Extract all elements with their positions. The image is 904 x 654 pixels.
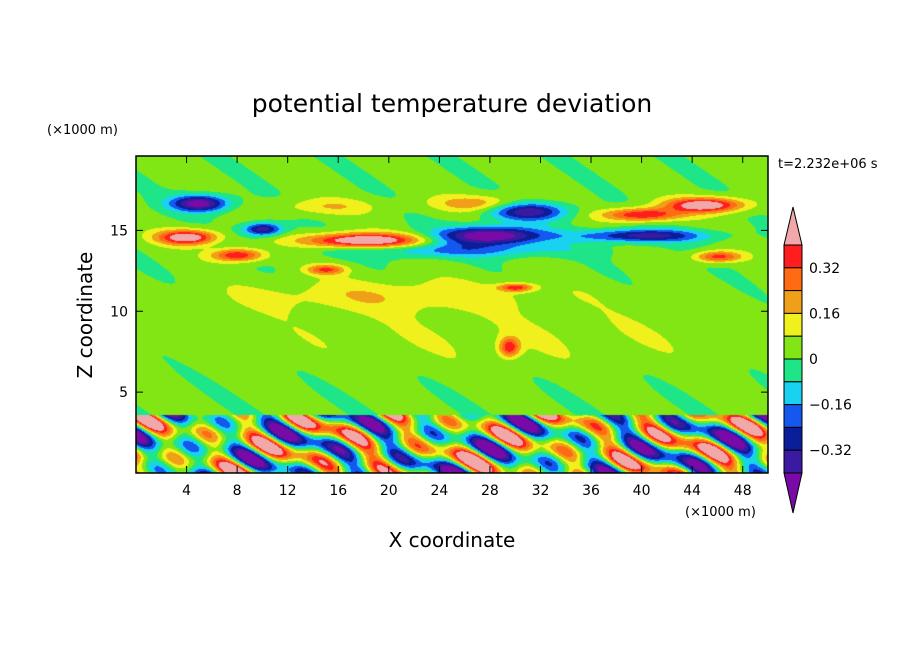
plot-frame [135,155,769,474]
chart-title: potential temperature deviation [252,89,652,118]
colorbar-swatch [783,290,803,314]
x-tick-label: 8 [233,483,242,499]
colorbar-swatch [783,312,803,337]
colorbar-label: −0.16 [809,398,852,414]
x-tick-label: 48 [734,483,752,499]
x-tick-label: 16 [329,483,347,499]
colorbar-label: 0.32 [809,261,840,277]
colorbar-label: −0.32 [809,443,852,459]
colorbar-swatch [783,244,803,269]
y-axis-label: Z coordinate [73,252,97,379]
y-tick-label: 5 [119,385,128,401]
heatmap-field [136,156,768,473]
colorbar-swatch [783,267,803,292]
x-tick-label: 44 [683,483,701,499]
colorbar-swatch [783,426,803,451]
x-tick-label: 40 [633,483,651,499]
colorbar-swatch [783,449,803,474]
x-axis-label: X coordinate [389,528,516,552]
x-units-label: (×1000 m) [685,505,756,520]
colorbar-swatch [783,404,803,428]
colorbar-label: 0 [809,352,818,368]
x-tick-label: 36 [582,483,600,499]
colorbar-swatch [783,335,803,360]
x-tick-label: 12 [279,483,297,499]
x-tick-label: 24 [430,483,448,499]
x-tick-label: 28 [481,483,499,499]
colorbar-swatch [783,381,803,406]
x-axis-ticks: 4 8 12 16 20 24 28 32 36 40 44 48 [182,156,752,499]
x-tick-label: 4 [182,483,191,499]
colorbar-extend-bottom [783,472,803,514]
colorbar-label: 0.16 [809,306,840,322]
x-tick-label: 32 [532,483,550,499]
x-tick-label: 20 [380,483,398,499]
colorbar: −0.32 −0.16 0 0.16 0.32 [783,206,852,514]
y-tick-label: 10 [110,304,128,320]
colorbar-extend-top [783,206,803,246]
y-tick-label: 15 [110,223,128,239]
time-label: t=2.232e+06 s [778,157,878,172]
y-axis-ticks: 5 10 15 [110,223,768,401]
colorbar-swatch [783,358,803,383]
y-units-label: (×1000 m) [47,123,118,138]
